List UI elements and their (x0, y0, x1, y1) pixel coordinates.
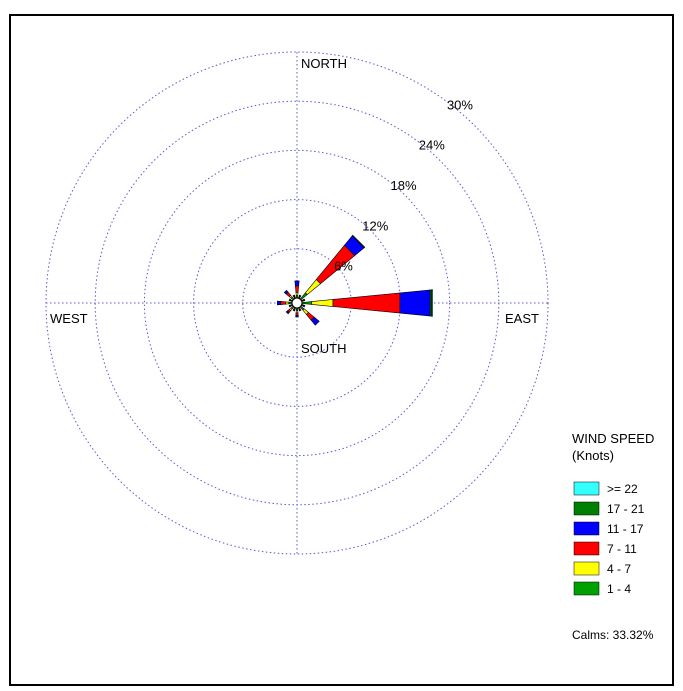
ring-label-18: 18% (391, 178, 417, 193)
petal-E-1-4 (301, 301, 313, 305)
legend-swatch-5 (573, 581, 600, 596)
legend-label-0: >= 22 (607, 482, 638, 496)
petal-SW-11-17 (285, 310, 290, 315)
direction-label-east: EAST (505, 311, 539, 326)
petal-NNE-11-17 (298, 294, 302, 297)
petal-W-11-17 (277, 300, 281, 306)
wind-rose-chart: 6% 12% 18% 24% 30% NORTH EAST SOUTH WEST WIN… (45, 51, 654, 642)
legend-subtitle: (Knots) (572, 448, 614, 463)
petal-E-11-17 (399, 289, 431, 317)
petal-WSW-11-17 (288, 304, 291, 308)
ring-label-30: 30% (447, 97, 473, 112)
chart-frame: 6% 12% 18% 24% 30% NORTH EAST SOUTH WEST WIN… (9, 14, 674, 686)
legend-label-3: 7 - 11 (607, 542, 637, 556)
petal-SSE-11-17 (298, 309, 302, 312)
direction-label-west: WEST (50, 311, 88, 326)
petal-SE-11-17 (310, 316, 320, 326)
petal-S-4-7 (295, 310, 299, 314)
petal-N-4-7 (295, 292, 299, 296)
petal-W-4-7 (285, 301, 290, 305)
legend-swatch-0 (573, 481, 600, 496)
direction-label-south: SOUTH (301, 341, 347, 356)
calms-label: Calms: 33.32% (572, 628, 654, 642)
legend-swatch-4 (573, 561, 600, 576)
legend-label-2: 11 - 17 (607, 522, 644, 536)
petal-ESE-11-17 (303, 304, 306, 308)
petal-NW-11-17 (283, 289, 289, 295)
petal-E-7-11 (332, 292, 401, 314)
petal-S-11-17 (295, 315, 299, 318)
legend-swatch-2 (573, 521, 600, 536)
legend-swatch-1 (573, 501, 600, 516)
petal-S-7-11 (295, 312, 299, 316)
petal-WNW-11-17 (288, 298, 291, 302)
legend-label-1: 17 - 21 (607, 502, 645, 516)
legend-label-5: 1 - 4 (607, 582, 631, 596)
petal-W-7-11 (280, 301, 286, 305)
legend-swatch-3 (573, 541, 600, 556)
ring-label-6: 6% (334, 259, 353, 274)
petals-group (277, 234, 433, 326)
petal-NNW-11-17 (292, 294, 296, 297)
direction-label-north: NORTH (301, 56, 347, 71)
ring-label-24: 24% (419, 138, 445, 153)
ring-label-12: 12% (362, 218, 388, 233)
legend-title: WIND SPEED (572, 431, 654, 446)
legend-label-4: 4 - 7 (607, 562, 631, 576)
legend-items: >= 22 17 - 21 11 - 17 7 - 11 4 - 7 1 - 4 (573, 481, 645, 596)
petal-N-7-11 (294, 285, 300, 293)
petal-NE-17-21 (351, 234, 366, 249)
petal-E--22 (431, 289, 433, 317)
petal-E-4-7 (311, 299, 334, 307)
ring-18 (143, 149, 451, 457)
legend: WIND SPEED (Knots) >= 22 17 - 21 11 - 17 7 … (572, 431, 654, 642)
petal-ENE-11-17 (303, 298, 306, 302)
petal-SSW-11-17 (292, 309, 296, 312)
ring-labels-group: 6% 12% 18% 24% 30% (334, 97, 473, 273)
calm-circle (291, 297, 303, 309)
petal-N-11-17 (294, 280, 300, 287)
